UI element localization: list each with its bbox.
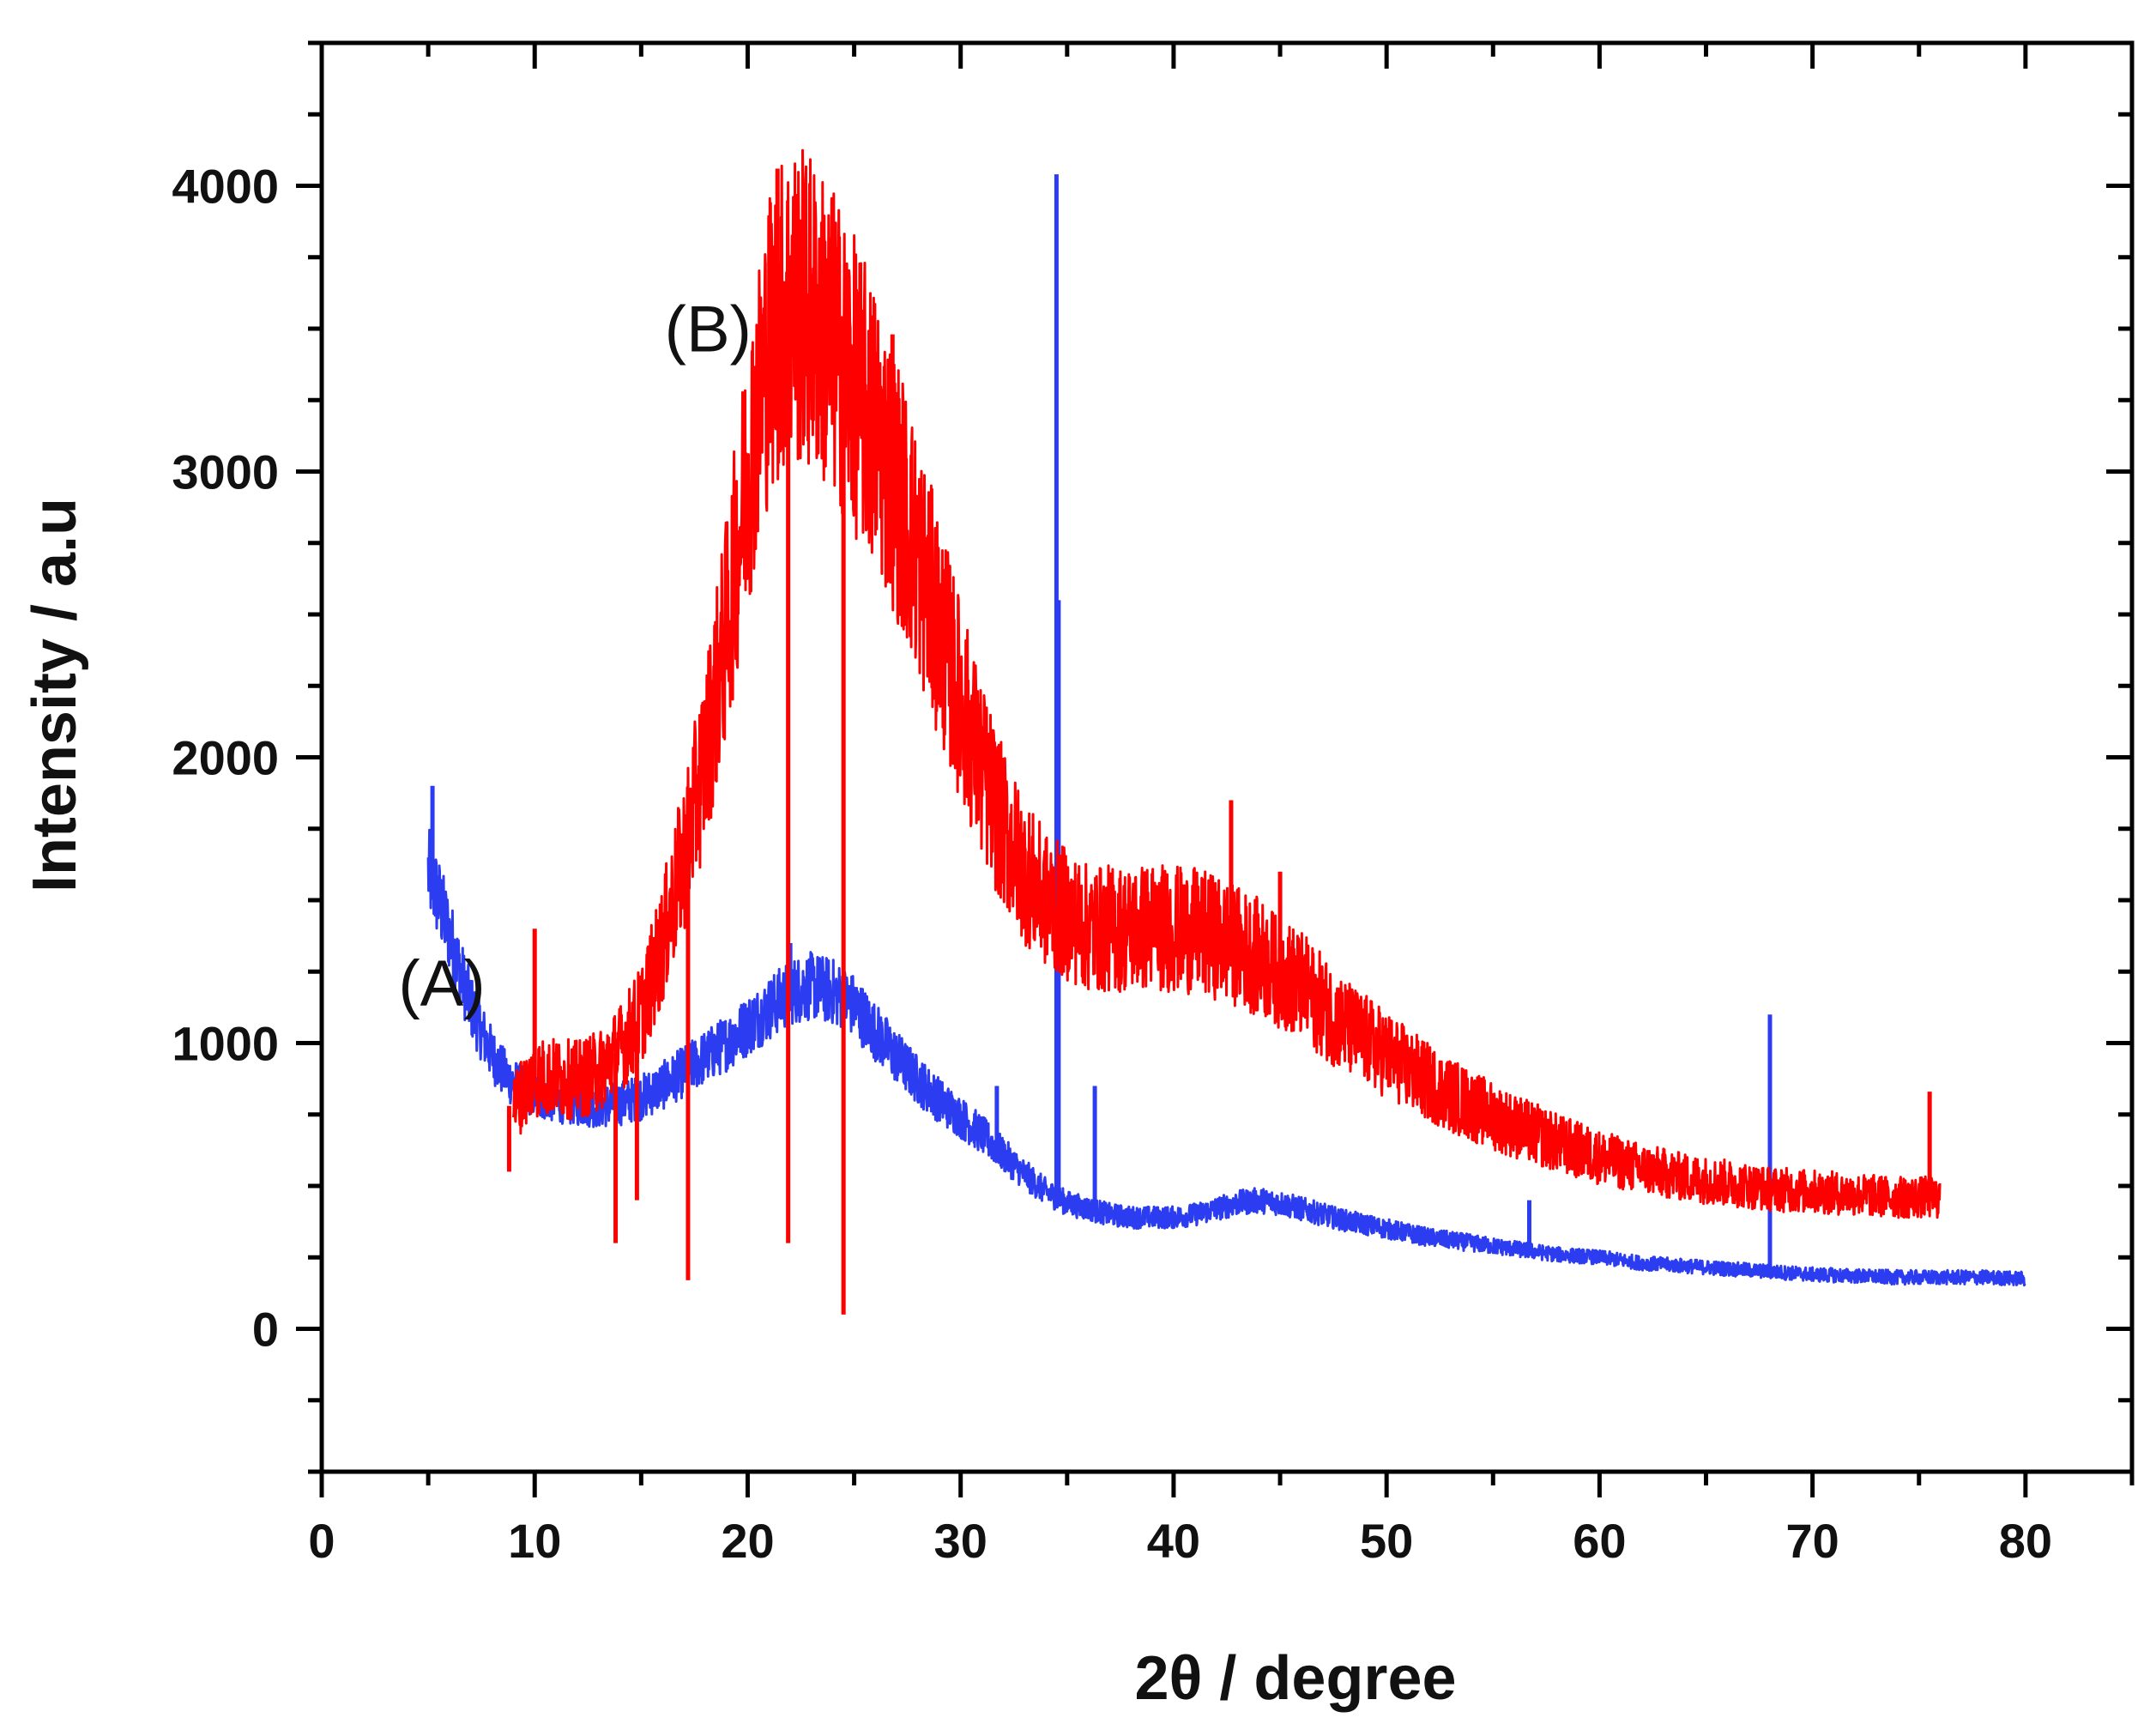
y-tick-label: 1000: [172, 1017, 279, 1071]
y-tick-label: 3000: [172, 445, 279, 499]
x-tick-label: 80: [1999, 1514, 2052, 1568]
y-axis-title: Intensity / a.u: [21, 498, 89, 892]
series-line: [511, 148, 1942, 1219]
y-tick-label: 2000: [172, 731, 279, 785]
x-axis-title: 2θ / degree: [1134, 1644, 1456, 1713]
series-line: [426, 828, 2026, 1287]
x-tick-label: 70: [1785, 1514, 1839, 1568]
x-tick-label: 60: [1573, 1514, 1626, 1568]
y-tick-label: 4000: [172, 160, 279, 214]
plot-frame: [319, 40, 2135, 1474]
x-tick-label: 0: [308, 1514, 335, 1568]
series-b: [506, 148, 1942, 1315]
x-tick-label: 10: [508, 1514, 561, 1568]
labels-layer: 0 10 20 30 40 50 60 70 80 0 1000 2000 3000 4000 (A) (B): [172, 160, 2052, 1569]
x-tick-label: 30: [934, 1514, 987, 1568]
series-annotation: (A): [398, 947, 485, 1020]
y-tick-label: 0: [252, 1303, 279, 1357]
x-tick-label: 20: [721, 1514, 774, 1568]
x-tick-label: 40: [1147, 1514, 1200, 1568]
series-layer: [426, 148, 2026, 1315]
ticks-layer: [296, 40, 2135, 1497]
series-a: [426, 174, 2026, 1287]
x-tick-label: 50: [1360, 1514, 1413, 1568]
series-annotation: (B): [665, 293, 752, 366]
